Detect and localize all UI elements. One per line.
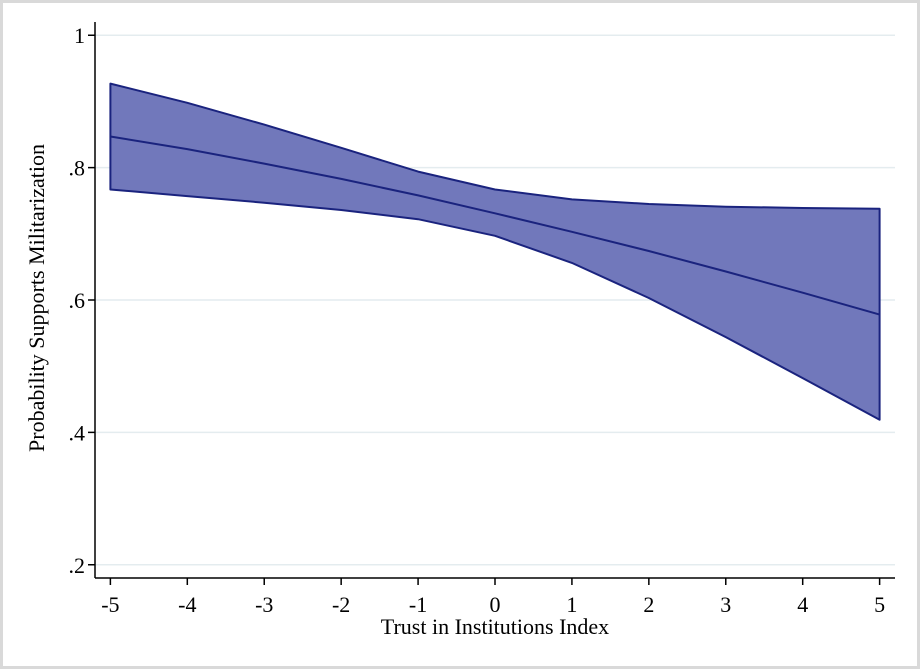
y-tick-label: .6	[69, 288, 86, 313]
grid-layer	[95, 34, 895, 566]
x-tick-label: 3	[720, 592, 731, 617]
band-layer	[109, 82, 881, 421]
y-tick-label: .8	[69, 156, 86, 181]
y-ticks: .2 .4 .6 .8 1	[69, 23, 95, 578]
x-tick-label: 5	[874, 592, 885, 617]
x-tick-label: -3	[255, 592, 273, 617]
y-tick-label: 1	[74, 23, 85, 48]
x-tick-label: -2	[332, 592, 350, 617]
prediction-line	[110, 135, 880, 316]
y-tick-label: .2	[69, 553, 86, 578]
x-axis-title: Trust in Institutions Index	[381, 614, 609, 639]
y-axis-title: Probability Supports Militarization	[24, 144, 49, 452]
x-tick-label: 2	[643, 592, 654, 617]
x-tick-label: 0	[490, 592, 501, 617]
x-tick-label: -4	[178, 592, 196, 617]
x-tick-label: 1	[566, 592, 577, 617]
x-tick-label: -5	[101, 592, 119, 617]
x-tick-label: 4	[797, 592, 808, 617]
x-tick-label: -1	[409, 592, 427, 617]
confidence-band	[109, 82, 881, 421]
x-ticks: -5 -4 -3 -2 -1 0 1 2 3 4 5	[101, 578, 885, 617]
y-tick-label: .4	[69, 420, 86, 445]
